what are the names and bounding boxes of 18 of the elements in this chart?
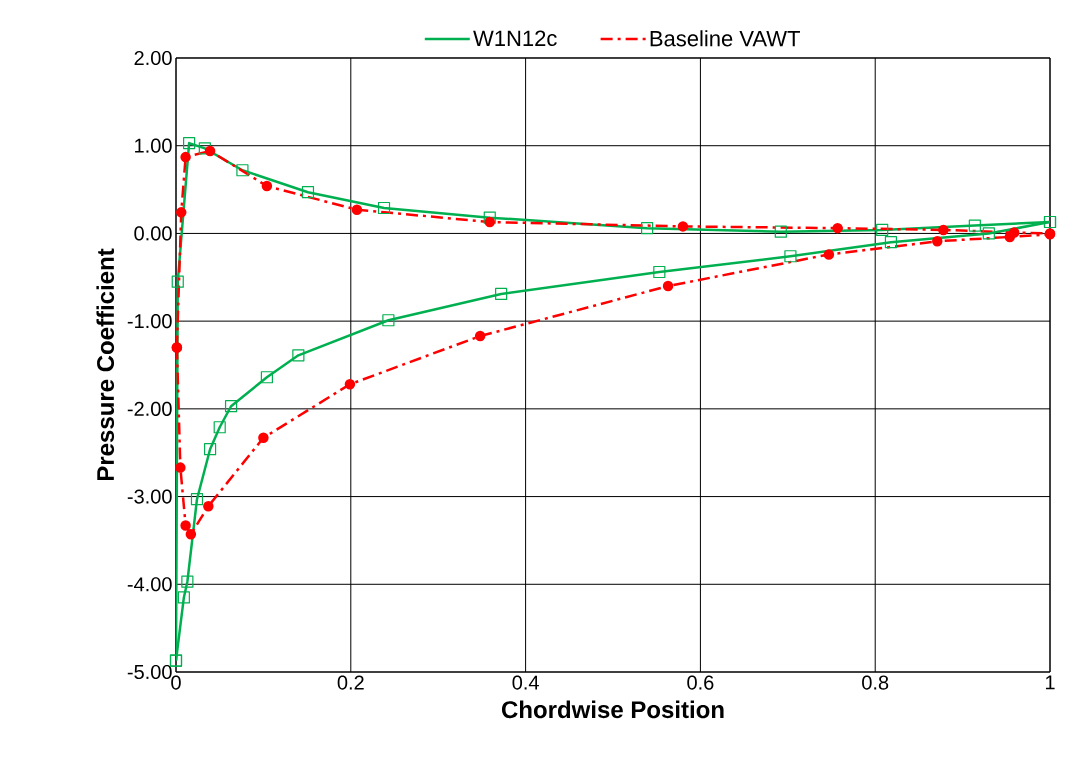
x-tick-label: 0.8 <box>862 675 889 690</box>
y-tick-label: 0.00 <box>134 226 172 241</box>
x-tick-label: 0.6 <box>687 675 714 690</box>
x-tick-label: 0 <box>171 675 181 690</box>
y-tick-label: -1.00 <box>127 314 172 329</box>
y-tick-label: 2.00 <box>134 50 172 66</box>
legend-label: W1N12c <box>473 30 557 47</box>
y-tick-label: 1.00 <box>135 138 172 153</box>
x-tick-label: 1 <box>1045 675 1055 690</box>
y-tick-label: -3.00 <box>127 489 172 504</box>
legend-label: Baseline VAWT <box>650 30 800 47</box>
y-tick-label: -5.00 <box>127 664 172 680</box>
x-tick-label: 0.4 <box>512 675 539 690</box>
y-axis-title: Pressure Coefficient <box>96 248 115 481</box>
x-tick-label: 0.2 <box>337 675 364 690</box>
y-tick-label: -2.00 <box>127 401 172 416</box>
x-axis-title: Chordwise Position <box>501 700 724 719</box>
y-tick-label: -4.00 <box>127 577 172 592</box>
